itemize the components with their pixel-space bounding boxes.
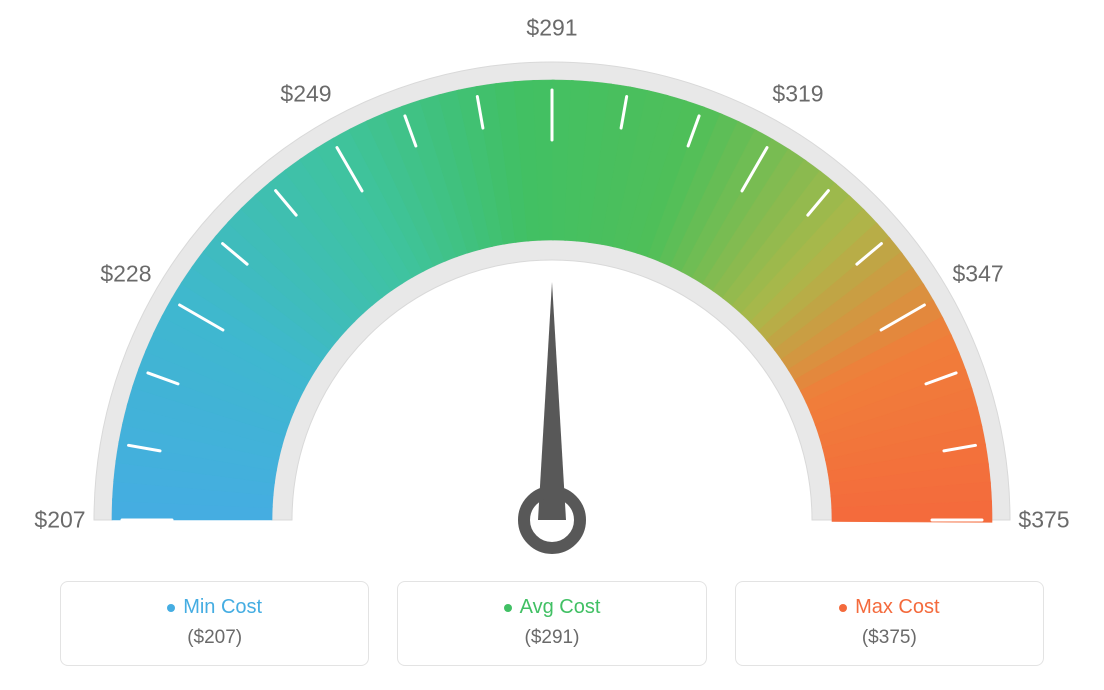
- cost-gauge: $207 $228 $249 $291 $319 $347 $375: [0, 0, 1104, 560]
- legend-min-label: Min Cost: [183, 596, 262, 619]
- legend-max-label: Max Cost: [855, 596, 939, 619]
- legend-avg-value: ($291): [398, 627, 705, 649]
- legend-min-value: ($207): [61, 627, 368, 649]
- gauge-tick-label: $291: [526, 15, 577, 42]
- dot-icon: [167, 604, 175, 612]
- gauge-tick-label: $319: [772, 80, 823, 107]
- legend-card-avg: Avg Cost ($291): [397, 581, 706, 666]
- gauge-tick-label: $207: [34, 507, 85, 534]
- gauge-tick-label: $249: [280, 80, 331, 107]
- legend-card-min: Min Cost ($207): [60, 581, 369, 666]
- legend-card-max: Max Cost ($375): [735, 581, 1044, 666]
- legend-row: Min Cost ($207) Avg Cost ($291) Max Cost…: [60, 581, 1044, 666]
- gauge-tick-label: $375: [1018, 507, 1069, 534]
- gauge-tick-label: $347: [952, 261, 1003, 288]
- legend-avg-label: Avg Cost: [520, 596, 601, 619]
- gauge-tick-label: $228: [100, 261, 151, 288]
- gauge-svg: [0, 0, 1104, 560]
- legend-max-value: ($375): [736, 627, 1043, 649]
- dot-icon: [839, 604, 847, 612]
- dot-icon: [504, 604, 512, 612]
